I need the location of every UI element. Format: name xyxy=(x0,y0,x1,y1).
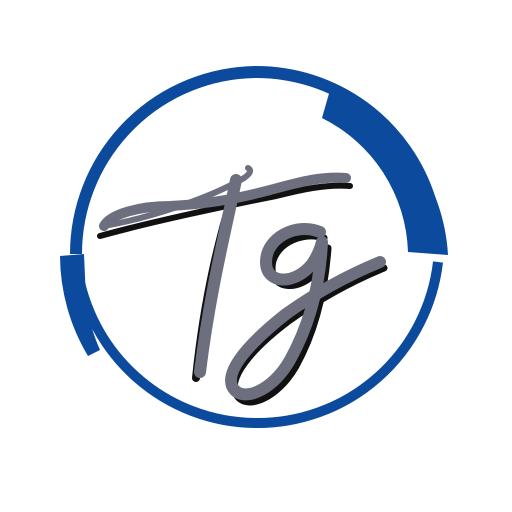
letter-t-stem xyxy=(194,174,242,378)
letter-t-crossbar xyxy=(99,172,351,231)
monogram-letters xyxy=(99,165,386,401)
ring-thin-arc xyxy=(71,257,443,429)
ring-left-stub xyxy=(60,254,100,356)
ring-thick-swell xyxy=(322,90,448,255)
letter-g xyxy=(225,222,386,401)
circle-ring xyxy=(60,65,448,429)
